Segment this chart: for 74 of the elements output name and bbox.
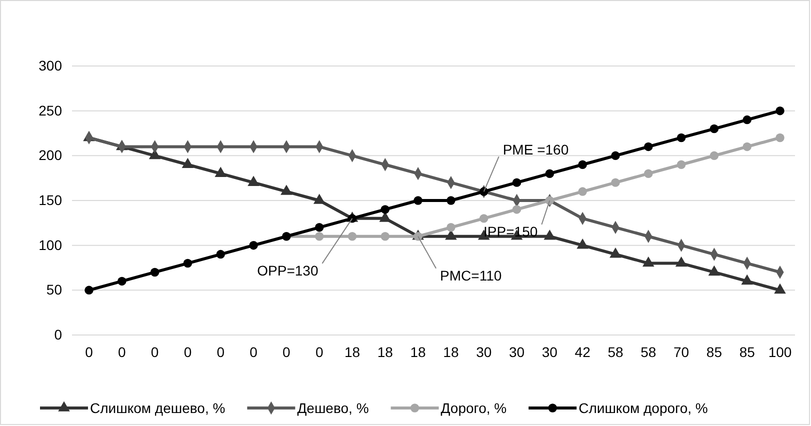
annotation: PMC=110 bbox=[440, 267, 502, 284]
point bbox=[576, 238, 588, 249]
x-tick-label: 30 bbox=[476, 344, 492, 360]
point bbox=[414, 196, 422, 205]
x-tick-label: 30 bbox=[508, 344, 525, 360]
x-tick-label: 0 bbox=[216, 344, 225, 360]
point bbox=[776, 106, 784, 116]
point bbox=[710, 124, 719, 134]
point bbox=[676, 133, 686, 142]
point bbox=[611, 151, 620, 160]
point bbox=[742, 142, 752, 152]
point bbox=[578, 187, 587, 196]
point bbox=[512, 205, 522, 214]
x-tick-label: 18 bbox=[344, 344, 360, 360]
point bbox=[479, 214, 488, 223]
point bbox=[446, 196, 456, 205]
x-tick-label: 100 bbox=[768, 344, 792, 360]
x-tick-label: 42 bbox=[574, 344, 591, 360]
point bbox=[380, 232, 390, 241]
point bbox=[742, 115, 752, 124]
x-tick-label: 18 bbox=[377, 344, 394, 360]
y-tick-label: 50 bbox=[46, 282, 62, 298]
point bbox=[611, 178, 620, 187]
x-tick-label: 85 bbox=[706, 344, 722, 360]
point bbox=[545, 196, 554, 205]
point bbox=[578, 160, 587, 169]
point bbox=[348, 214, 357, 223]
point bbox=[414, 232, 422, 241]
point bbox=[545, 169, 554, 178]
x-tick-label: 0 bbox=[250, 344, 258, 360]
point bbox=[216, 250, 225, 259]
point bbox=[249, 240, 258, 250]
legend-label: Слишком дорого, % bbox=[578, 400, 708, 416]
x-tick-label: 0 bbox=[118, 344, 126, 360]
y-tick-label: 150 bbox=[38, 192, 62, 208]
annotation: PME =160 bbox=[502, 142, 569, 158]
y-tick-label: 250 bbox=[38, 102, 62, 118]
annotation: OPP=130 bbox=[257, 262, 318, 278]
point bbox=[380, 205, 390, 214]
x-tick-label: 18 bbox=[443, 344, 459, 360]
x-tick-label: 18 bbox=[410, 344, 426, 360]
x-tick-label: 0 bbox=[150, 344, 159, 360]
y-tick-label: 300 bbox=[38, 57, 62, 74]
x-tick-label: 0 bbox=[85, 344, 94, 360]
y-tick-label: 0 bbox=[54, 326, 62, 342]
y-tick-label: 100 bbox=[38, 236, 62, 253]
legend-label: Дорого, % bbox=[440, 400, 507, 416]
x-tick-label: 85 bbox=[739, 344, 756, 360]
y-tick-label: 200 bbox=[38, 147, 62, 164]
x-tick-label: 0 bbox=[282, 344, 291, 360]
point bbox=[710, 151, 719, 160]
point bbox=[446, 223, 456, 232]
point bbox=[479, 187, 488, 196]
x-tick-label: 58 bbox=[608, 344, 624, 360]
point bbox=[776, 133, 784, 142]
point bbox=[644, 169, 653, 178]
point bbox=[644, 142, 653, 152]
point bbox=[84, 286, 94, 295]
point bbox=[150, 268, 160, 277]
legend-label: Слишком дешево, % bbox=[90, 400, 226, 416]
x-tick-label: 70 bbox=[673, 344, 690, 360]
point bbox=[183, 258, 192, 268]
point bbox=[314, 232, 324, 241]
legend-label: Дешево, % bbox=[297, 400, 369, 416]
point bbox=[610, 248, 622, 258]
x-tick-label: 0 bbox=[315, 344, 324, 360]
x-tick-label: 58 bbox=[640, 344, 656, 360]
x-tick-label: 0 bbox=[184, 344, 192, 360]
x-tick-label: 30 bbox=[542, 344, 558, 360]
point bbox=[676, 160, 686, 169]
point bbox=[348, 232, 357, 241]
point bbox=[512, 178, 522, 187]
point bbox=[118, 276, 126, 286]
point bbox=[314, 223, 324, 232]
